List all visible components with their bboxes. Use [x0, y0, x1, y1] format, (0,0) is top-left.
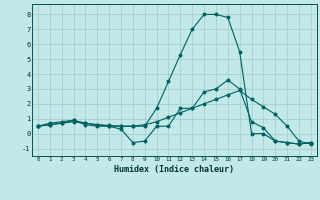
- X-axis label: Humidex (Indice chaleur): Humidex (Indice chaleur): [115, 165, 234, 174]
